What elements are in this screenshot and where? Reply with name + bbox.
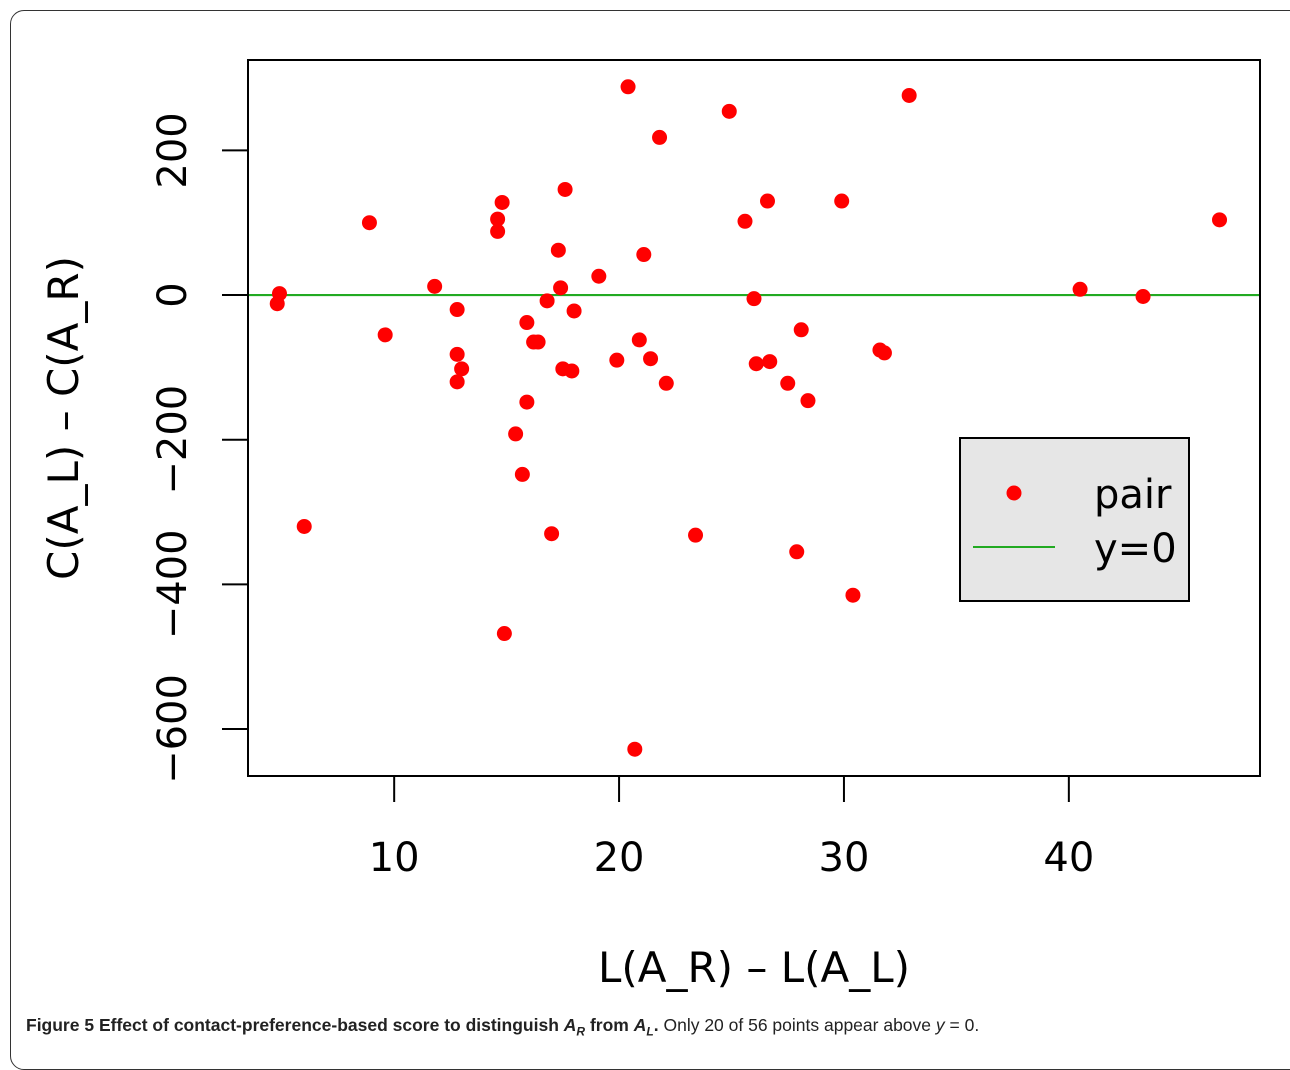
data-point [553,280,569,296]
data-point [539,293,555,309]
caption-ar: A [563,1015,577,1035]
points-layer [269,79,1228,757]
caption-title-end: . [653,1015,659,1035]
legend-point-marker [1006,485,1022,501]
data-point [652,129,668,145]
data-point [296,518,312,534]
x-tick-label: 20 [594,835,645,881]
data-point [550,242,566,258]
data-point [789,544,805,560]
data-point [361,215,377,231]
caption-body-end: = 0. [949,1015,980,1035]
y-tick-label: 200 [150,112,196,188]
data-point [901,87,917,103]
data-point [721,103,737,119]
data-point [494,194,510,210]
data-point [609,352,625,368]
data-point [490,223,506,239]
caption-title-prefix: Effect of contact-preference-based score… [98,1015,559,1035]
y-tick-label: −200 [150,385,196,495]
plot-border [247,59,1261,777]
data-point [566,303,582,319]
caption-label: Figure 5 [26,1015,95,1035]
data-point [1212,212,1228,228]
data-point [688,527,704,543]
x-axis: 10 20 30 40 [369,776,1094,881]
data-point [377,327,393,343]
data-point [748,356,764,372]
data-point [519,394,535,410]
data-point [1135,288,1151,304]
data-point [519,315,535,331]
y-axis-title: C(A_L) – C(A_R) [39,256,88,580]
data-point [496,626,512,642]
legend-label-pair: pair [1094,472,1172,518]
data-point [627,741,643,757]
data-point [449,302,465,318]
data-point [1072,281,1088,297]
figure-caption: Figure 5 Effect of contact-preference-ba… [26,1015,1276,1039]
data-point [643,351,659,367]
legend: pair y=0 [959,437,1190,602]
data-point [620,79,636,95]
data-point [737,213,753,229]
caption-al-sub: L [646,1024,654,1039]
y-tick-label: 0 [150,282,196,307]
legend-box [959,437,1190,602]
caption-body: Only 20 of 56 points appear above [663,1015,932,1035]
y-tick-label: −600 [150,674,196,784]
y-tick-label: −400 [150,529,196,639]
data-point [591,268,607,284]
data-point [557,181,573,197]
data-point [514,466,530,482]
x-tick-label: 40 [1043,835,1094,881]
x-axis-title: L(A_R) – L(A_L) [598,943,910,992]
data-point [564,363,580,379]
data-point [876,345,892,361]
data-point [427,278,443,294]
data-point [544,526,560,542]
caption-y-var: y [935,1015,945,1035]
data-point [759,193,775,209]
data-point [449,346,465,362]
x-tick-label: 10 [369,835,420,881]
data-point [800,393,816,409]
data-point [530,334,546,350]
y-axis: −600 −400 −200 0 200 [150,112,248,784]
x-tick-label: 30 [819,835,870,881]
data-point [636,247,652,263]
data-point [845,587,861,603]
data-point [658,375,674,391]
caption-al: A [633,1015,647,1035]
data-point [746,291,762,307]
data-point [449,374,465,390]
scatter-chart: 10 20 30 40 −600 −400 −200 0 200 L(A_R) – L(A_L… [39,59,1261,992]
data-point [508,426,524,442]
legend-label-y0: y=0 [1094,526,1177,572]
data-point [793,322,809,338]
caption-from: from [589,1015,629,1035]
data-point [271,286,287,302]
data-point [762,354,778,370]
caption-ar-sub: R [576,1024,586,1039]
data-point [631,332,647,348]
data-point [490,211,506,227]
data-point [780,375,796,391]
data-point [454,361,470,377]
data-point [834,193,850,209]
